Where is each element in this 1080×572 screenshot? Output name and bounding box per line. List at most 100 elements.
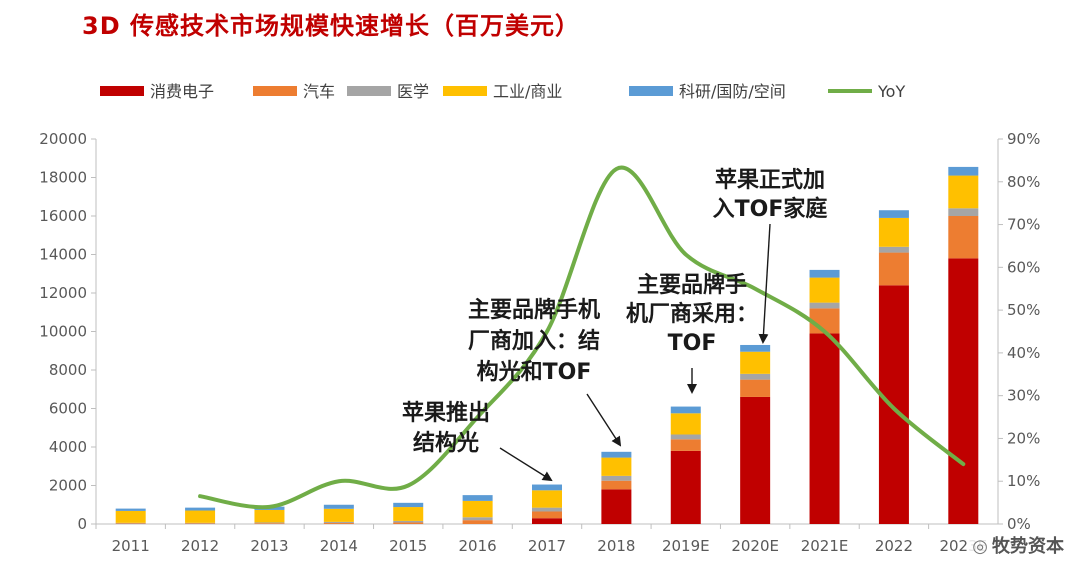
bar-segment <box>809 277 840 303</box>
bar-segment <box>393 520 424 523</box>
legend-label: YoY <box>877 82 905 101</box>
bar-segment <box>532 484 562 491</box>
watermark-text: 牧势资本 <box>992 536 1064 557</box>
x-tick-label: 2020E <box>731 537 779 555</box>
bar-segment <box>948 208 979 216</box>
bar-segment <box>601 489 632 524</box>
bar-segment <box>115 508 146 511</box>
legend-swatch <box>100 86 144 96</box>
bar-segment <box>115 523 146 524</box>
annotation-text: 苹果推出结构光 <box>402 401 490 456</box>
y2-tick-label: 70% <box>1007 216 1040 234</box>
bar-segment <box>740 344 771 352</box>
annotation-arrow <box>586 393 622 447</box>
x-tick-label: 2022 <box>875 537 913 555</box>
legend-swatch <box>443 86 487 96</box>
x-tick-label: 2013 <box>250 537 288 555</box>
annotation-line: 构光和TOF <box>477 359 592 385</box>
bar-segment <box>740 396 771 524</box>
watermark: ◎ 牧势资本 <box>968 532 1068 558</box>
bar-segment <box>809 269 840 278</box>
bar-segment <box>601 475 632 481</box>
annotation-line: 苹果正式加 <box>715 168 825 193</box>
bar-segment <box>740 373 771 380</box>
annotation-line: 主要品牌手 <box>637 272 747 298</box>
annotation-text: 主要品牌手机厂商采用： TOF <box>626 272 758 356</box>
yoy-line <box>198 165 966 510</box>
x-tick-label: 2014 <box>320 537 358 555</box>
annotation-text: 苹果正式加入TOF家庭 <box>713 168 828 222</box>
x-tick-label: 2018 <box>597 537 635 555</box>
y-tick-label: 14000 <box>39 246 87 264</box>
y2-tick-label: 90% <box>1007 130 1040 148</box>
bar-segment <box>185 523 216 524</box>
y-tick-label: 18000 <box>39 169 87 187</box>
bar-segment <box>809 333 840 524</box>
bar-segment <box>185 507 216 511</box>
legend-swatch <box>629 86 673 96</box>
chart-title: 3D 传感技术市场规模快速增长（百万美元） <box>82 12 580 40</box>
y2-tick-label: 60% <box>1007 258 1040 276</box>
bar-segment <box>462 520 493 524</box>
bar-segment <box>809 302 840 309</box>
x-tick-label: 2012 <box>181 537 219 555</box>
bar-segment <box>670 439 701 451</box>
y2-tick-label: 50% <box>1007 301 1040 319</box>
x-tick-label: 2016 <box>459 537 497 555</box>
bar-segment <box>670 413 701 435</box>
bar-segment <box>532 518 562 524</box>
bar-segment <box>948 175 979 209</box>
y2-tick-label: 20% <box>1007 429 1040 447</box>
y2-tick-label: 30% <box>1007 387 1040 405</box>
y-tick-label: 10000 <box>39 323 87 341</box>
bar-segment <box>878 246 909 253</box>
annotation-line: 机厂商采用： <box>626 301 758 327</box>
y-tick-label: 2000 <box>49 477 87 495</box>
bar-segment <box>185 510 216 523</box>
bar-segment <box>948 216 979 259</box>
x-tick-label: 2015 <box>389 537 427 555</box>
y-tick-label: 16000 <box>39 207 87 225</box>
legend-label: 科研/国防/空间 <box>679 82 786 101</box>
bar-segment <box>532 490 562 508</box>
bar-segment <box>740 379 771 397</box>
annotation-line: 主要品牌手机 <box>468 297 600 323</box>
bar-segment <box>878 252 909 286</box>
y-tick-label: 4000 <box>49 438 87 456</box>
annotation-arrow <box>758 223 771 344</box>
bar-segment <box>670 406 701 414</box>
bar-segment <box>740 351 771 374</box>
bar-segment <box>462 517 493 521</box>
bar-segment <box>948 166 979 176</box>
y2-tick-label: 10% <box>1007 472 1040 490</box>
y-tick-label: 12000 <box>39 284 87 302</box>
bars <box>115 166 979 524</box>
annotation-line: 结构光 <box>413 430 479 456</box>
bar-segment <box>115 522 146 524</box>
y-tick-label: 6000 <box>49 400 87 418</box>
bar-segment <box>670 450 701 524</box>
y-tick-label: 0 <box>77 515 87 533</box>
bar-segment <box>323 521 354 524</box>
y-tick-label: 20000 <box>39 130 87 148</box>
bar-segment <box>601 457 632 476</box>
bar-segment <box>254 522 285 524</box>
legend-label: 消费电子 <box>150 82 214 101</box>
legend: 消费电子 汽车 医学 工业/商业 科研/国防/空间 YoY <box>100 82 905 101</box>
bar-segment <box>878 217 909 247</box>
x-tick-label: 2017 <box>528 537 566 555</box>
annotation-line: 入TOF家庭 <box>713 196 828 222</box>
bar-segment <box>323 508 354 522</box>
annotation-line: 苹果推出 <box>402 401 490 426</box>
y2-tick-label: 80% <box>1007 173 1040 191</box>
legend-label: 工业/商业 <box>493 82 562 101</box>
bar-segment <box>254 523 285 524</box>
bar-segment <box>878 285 909 524</box>
x-tick-label: 2021E <box>801 537 849 555</box>
bar-segment <box>601 451 632 458</box>
legend-swatch <box>253 86 297 96</box>
legend-label: 医学 <box>397 82 429 101</box>
y2-tick-label: 0% <box>1007 515 1031 533</box>
annotation-line: TOF <box>668 331 717 356</box>
